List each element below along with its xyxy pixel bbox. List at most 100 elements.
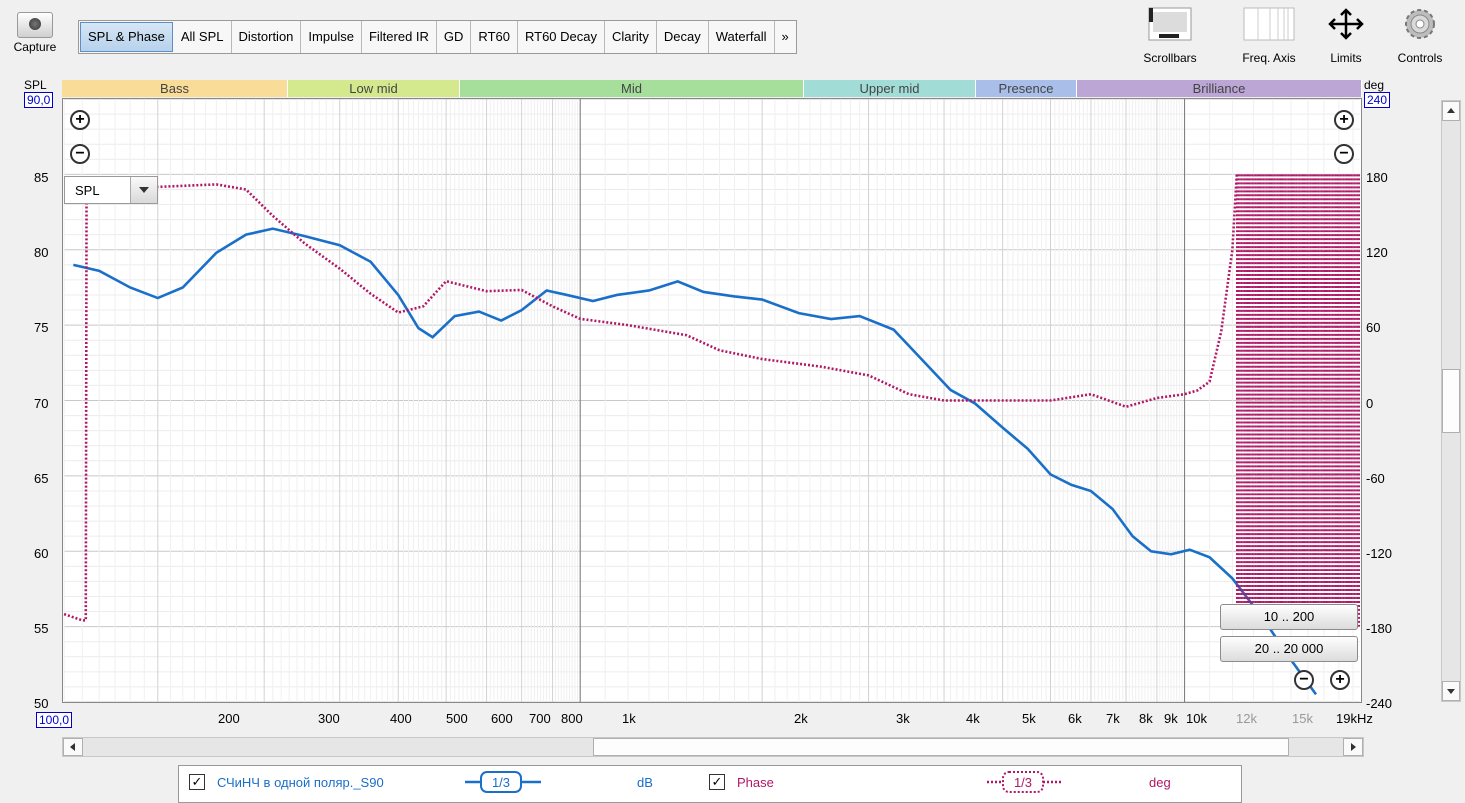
phase-smoothing-text: 1/3 bbox=[1014, 775, 1032, 790]
phase-tick: -120 bbox=[1366, 546, 1393, 561]
freq-tick: 8k bbox=[1139, 711, 1153, 726]
capture-button[interactable]: Capture bbox=[4, 4, 66, 66]
freq-tick: 800 bbox=[561, 711, 583, 726]
range-10-200-button[interactable]: 10 .. 200 bbox=[1220, 604, 1358, 630]
phase-tick: 180 bbox=[1366, 170, 1388, 185]
band-brilliance: Brilliance bbox=[1077, 80, 1362, 97]
phase-tick: 60 bbox=[1366, 320, 1381, 335]
tab-rt60[interactable]: RT60 bbox=[471, 21, 518, 53]
phase-smoothing-indicator[interactable]: 1/3 bbox=[985, 770, 1065, 794]
controls-label: Controls bbox=[1397, 51, 1443, 65]
freq-tick: 12k bbox=[1236, 711, 1257, 726]
phase-visible-checkbox[interactable]: ✓ bbox=[709, 774, 725, 790]
spl-phase-plot[interactable] bbox=[62, 98, 1362, 703]
tab-filtered-ir[interactable]: Filtered IR bbox=[362, 21, 437, 53]
phase-name: Phase bbox=[737, 775, 774, 790]
axis-select-dropdown[interactable]: SPL bbox=[64, 176, 158, 204]
tab-clarity[interactable]: Clarity bbox=[605, 21, 657, 53]
plus-icon: + bbox=[1335, 671, 1345, 688]
spl-series-line bbox=[73, 227, 1318, 696]
gear-icon bbox=[1405, 9, 1435, 39]
phase-series-line bbox=[63, 174, 1239, 622]
move-arrows-icon bbox=[1328, 8, 1364, 40]
spl-tick: 80 bbox=[34, 245, 49, 260]
phase-unit: deg bbox=[1149, 775, 1171, 790]
tab-decay[interactable]: Decay bbox=[657, 21, 709, 53]
band-mid: Mid bbox=[460, 80, 804, 97]
scroll-up-button[interactable] bbox=[1442, 101, 1460, 121]
freq-tick: 200 bbox=[218, 711, 240, 726]
controls-button[interactable]: Controls bbox=[1382, 4, 1458, 65]
tab-spl-phase[interactable]: SPL & Phase bbox=[80, 22, 173, 52]
vertical-scrollbar[interactable] bbox=[1441, 100, 1461, 702]
scrollbars-button[interactable]: Scrollbars bbox=[1136, 4, 1204, 65]
scroll-down-button[interactable] bbox=[1442, 681, 1460, 701]
zoom-out-y-button[interactable]: − bbox=[70, 144, 90, 164]
chevron-up-icon bbox=[1447, 108, 1455, 113]
freq-tick: 600 bbox=[491, 711, 513, 726]
minus-icon: − bbox=[1299, 671, 1309, 688]
freq-tick: 1k bbox=[622, 711, 636, 726]
tab-all-spl[interactable]: All SPL bbox=[174, 21, 232, 53]
phase-tick: 0 bbox=[1366, 396, 1374, 411]
dropdown-value: SPL bbox=[75, 183, 100, 198]
limits-label: Limits bbox=[1330, 51, 1362, 65]
freq-tick: 9k bbox=[1164, 711, 1178, 726]
graph-tabs: SPL & Phase All SPL Distortion Impulse F… bbox=[78, 20, 797, 54]
freq-tick: 300 bbox=[318, 711, 340, 726]
trace-visible-checkbox[interactable]: ✓ bbox=[189, 774, 205, 790]
zoom-in-phase-button[interactable]: + bbox=[1334, 110, 1354, 130]
tab-rt60-decay[interactable]: RT60 Decay bbox=[518, 21, 605, 53]
chevron-right-icon bbox=[1351, 743, 1356, 751]
freq-tick: 2k bbox=[794, 711, 808, 726]
tab-more[interactable]: » bbox=[781, 29, 789, 44]
band-presence: Presence bbox=[976, 80, 1077, 97]
phase-tick: 120 bbox=[1366, 245, 1388, 260]
phase-tick: -180 bbox=[1366, 621, 1393, 636]
horizontal-scrollbar[interactable] bbox=[62, 737, 1364, 757]
trace-unit: dB bbox=[637, 775, 653, 790]
scrollbars-label: Scrollbars bbox=[1143, 51, 1197, 65]
freq-axis-icon bbox=[1243, 7, 1295, 41]
freq-tick: 5k bbox=[1022, 711, 1036, 726]
spl-tick: 50 bbox=[34, 696, 49, 711]
scroll-right-button[interactable] bbox=[1343, 738, 1363, 756]
freq-tick: 700 bbox=[529, 711, 551, 726]
range-20-20000-button[interactable]: 20 .. 20 000 bbox=[1220, 636, 1358, 662]
spl-tick: 55 bbox=[34, 621, 49, 636]
chevron-left-icon bbox=[70, 743, 75, 751]
freq-tick: 500 bbox=[446, 711, 468, 726]
chevron-down-icon bbox=[130, 177, 157, 203]
legend-panel: ✓ СЧиНЧ в одной поляр._S90 1/3 dB ✓ Phas… bbox=[178, 765, 1242, 803]
scrollbars-icon bbox=[1148, 7, 1192, 41]
trace-smoothing-text: 1/3 bbox=[492, 775, 510, 790]
plus-icon: + bbox=[75, 111, 85, 128]
zoom-out-phase-button[interactable]: − bbox=[1334, 144, 1354, 164]
freq-start-limit[interactable]: 100,0 bbox=[36, 712, 73, 728]
trace-smoothing-indicator[interactable]: 1/3 bbox=[463, 770, 543, 794]
zoom-out-x-button[interactable]: − bbox=[1294, 670, 1314, 690]
plot-grid bbox=[63, 99, 1360, 702]
vertical-scroll-thumb[interactable] bbox=[1442, 369, 1460, 433]
tab-impulse[interactable]: Impulse bbox=[301, 21, 362, 53]
tab-waterfall[interactable]: Waterfall bbox=[709, 21, 775, 53]
zoom-in-y-button[interactable]: + bbox=[70, 110, 90, 130]
freq-tick: 3k bbox=[896, 711, 910, 726]
check-icon: ✓ bbox=[711, 774, 723, 789]
zoom-in-x-button[interactable]: + bbox=[1330, 670, 1350, 690]
scroll-left-button[interactable] bbox=[63, 738, 83, 756]
limits-button[interactable]: Limits bbox=[1318, 4, 1374, 65]
tab-gd[interactable]: GD bbox=[437, 21, 472, 53]
freq-axis-label: Freq. Axis bbox=[1242, 51, 1296, 65]
phase-axis-title: deg bbox=[1364, 78, 1385, 92]
capture-label: Capture bbox=[13, 40, 57, 54]
freq-tick: 19kHz bbox=[1336, 711, 1373, 726]
freq-axis-button[interactable]: Freq. Axis bbox=[1232, 4, 1306, 65]
phase-top-limit[interactable]: 240 bbox=[1364, 92, 1391, 108]
spl-top-limit[interactable]: 90,0 bbox=[24, 92, 54, 108]
freq-tick: 4k bbox=[966, 711, 980, 726]
spl-tick: 65 bbox=[34, 471, 49, 486]
tab-distortion[interactable]: Distortion bbox=[232, 21, 302, 53]
phase-tick: -60 bbox=[1366, 471, 1385, 486]
horizontal-scroll-thumb[interactable] bbox=[593, 738, 1289, 756]
